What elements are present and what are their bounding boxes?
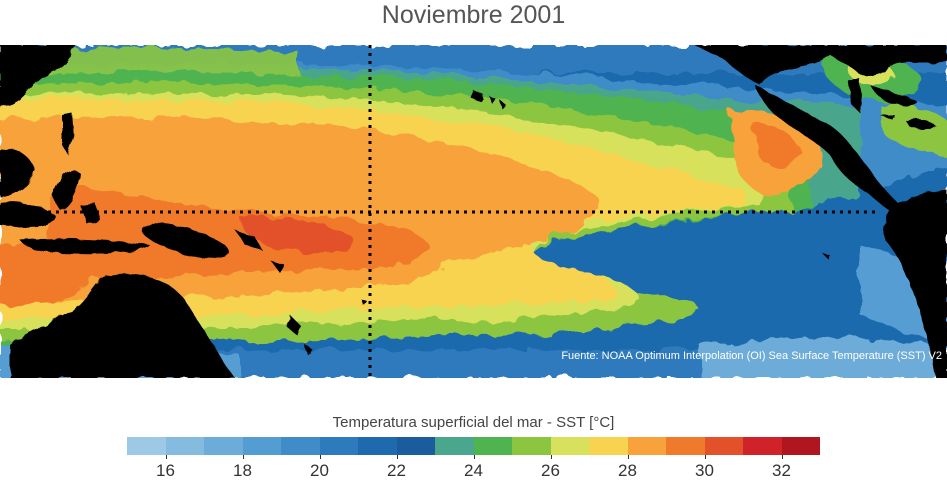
colorbar-swatch — [204, 437, 243, 455]
colorbar-tick-mark — [319, 455, 321, 459]
reference-lines — [0, 45, 880, 378]
colorbar-title: Temperatura superficial del mar - SST [°… — [332, 414, 615, 431]
colorbar-tick-mark — [704, 455, 706, 459]
colorbar-tick-label: 18 — [233, 461, 252, 480]
colorbar-tick-mark — [473, 455, 475, 459]
colorbar-tick-mark — [781, 455, 783, 459]
colorbar-swatch — [319, 437, 358, 455]
colorbar-swatch — [396, 437, 435, 455]
colorbar-tick-mark — [550, 455, 552, 459]
colorbar-swatch — [627, 437, 666, 455]
colorbar-swatch — [589, 437, 628, 455]
colorbar-tick-label: 20 — [310, 461, 329, 480]
source-note: Fuente: NOAA Optimum Interpolation (OI) … — [561, 350, 942, 362]
colorbar-swatch — [281, 437, 320, 455]
colorbar-swatch — [704, 437, 743, 455]
colorbar-tick-label: 26 — [541, 461, 560, 480]
page-title: Noviembre 2001 — [381, 1, 566, 29]
colorbar-ticks: 16 18 20 22 24 26 28 30 32 — [127, 455, 820, 480]
colorbar-swatch — [473, 437, 512, 455]
colorbar-swatch — [781, 437, 820, 455]
colorbar-swatch — [242, 437, 281, 455]
colorbar-swatch — [666, 437, 705, 455]
colorbar-tick-label: 28 — [618, 461, 637, 480]
colorbar-swatch — [127, 437, 166, 455]
colorbar-swatch — [743, 437, 782, 455]
colorbar-swatch — [165, 437, 204, 455]
colorbar-tick-label: 24 — [464, 461, 483, 480]
colorbar-tick-mark — [396, 455, 398, 459]
colorbar-tick-label: 16 — [156, 461, 175, 480]
colorbar-tick-label: 30 — [695, 461, 714, 480]
sst-field — [0, 45, 947, 378]
colorbar-swatch — [550, 437, 589, 455]
land-masses — [0, 45, 947, 378]
colorbar-swatch — [435, 437, 474, 455]
colorbar — [127, 437, 820, 455]
colorbar-swatch — [512, 437, 551, 455]
colorbar-tick-label: 22 — [387, 461, 406, 480]
sst-map: Fuente: NOAA Optimum Interpolation (OI) … — [0, 45, 947, 378]
colorbar-tick-label: 32 — [772, 461, 791, 480]
colorbar-swatch — [358, 437, 397, 455]
colorbar-tick-mark — [627, 455, 629, 459]
colorbar-tick-mark — [165, 455, 167, 459]
colorbar-tick-mark — [242, 455, 244, 459]
